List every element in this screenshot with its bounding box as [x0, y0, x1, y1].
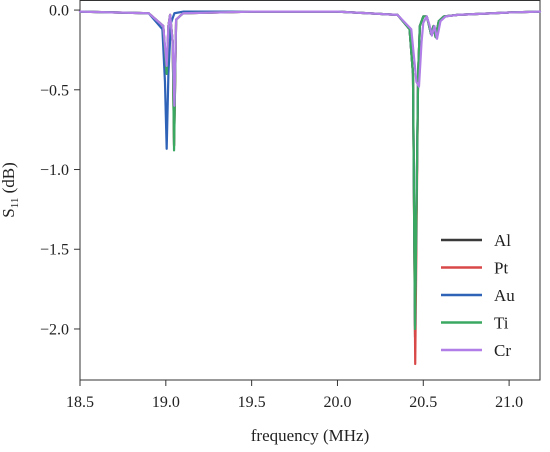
legend-label-ti: Ti	[494, 314, 509, 333]
x-tick-label: 20.0	[323, 394, 351, 411]
series-line-ti	[78, 10, 542, 331]
y-axis: 0.0 −0.5 −1.0 −1.5 −2.0	[40, 3, 80, 338]
y-axis-title-unit: (dB)	[0, 162, 18, 197]
x-tick-label: 21.0	[495, 394, 523, 411]
y-axis-title: S11 (dB)	[0, 162, 21, 217]
y-axis-title-base: S	[0, 208, 18, 217]
legend-label-al: Al	[494, 231, 511, 250]
x-tick-label: 20.5	[409, 394, 437, 411]
legend-label-cr: Cr	[494, 341, 511, 360]
series-line-al	[78, 10, 542, 339]
legend: Al Pt Au Ti Cr	[441, 231, 515, 360]
series-line-au	[78, 10, 542, 327]
x-axis: 18.5 19.0 19.5 20.0 20.5 21.0	[66, 380, 523, 411]
y-tick-label: 0.0	[49, 3, 69, 20]
y-axis-title-sub: 11	[9, 198, 21, 209]
y-tick-label: −1.5	[40, 242, 69, 259]
y-tick-label: −1.0	[40, 162, 69, 179]
legend-label-au: Au	[494, 286, 515, 305]
y-tick-label: −0.5	[40, 82, 69, 99]
x-tick-label: 19.0	[152, 394, 180, 411]
plot-area	[78, 0, 542, 381]
plot-frame	[79, 0, 541, 381]
x-axis-title: frequency (MHz)	[251, 426, 369, 445]
series-line-cr	[78, 10, 542, 107]
legend-label-pt: Pt	[494, 259, 508, 278]
x-tick-label: 19.5	[238, 394, 266, 411]
x-tick-label: 18.5	[66, 394, 94, 411]
series-layer	[78, 10, 542, 366]
y-tick-label: −2.0	[40, 321, 69, 338]
series-line-pt	[78, 10, 542, 366]
